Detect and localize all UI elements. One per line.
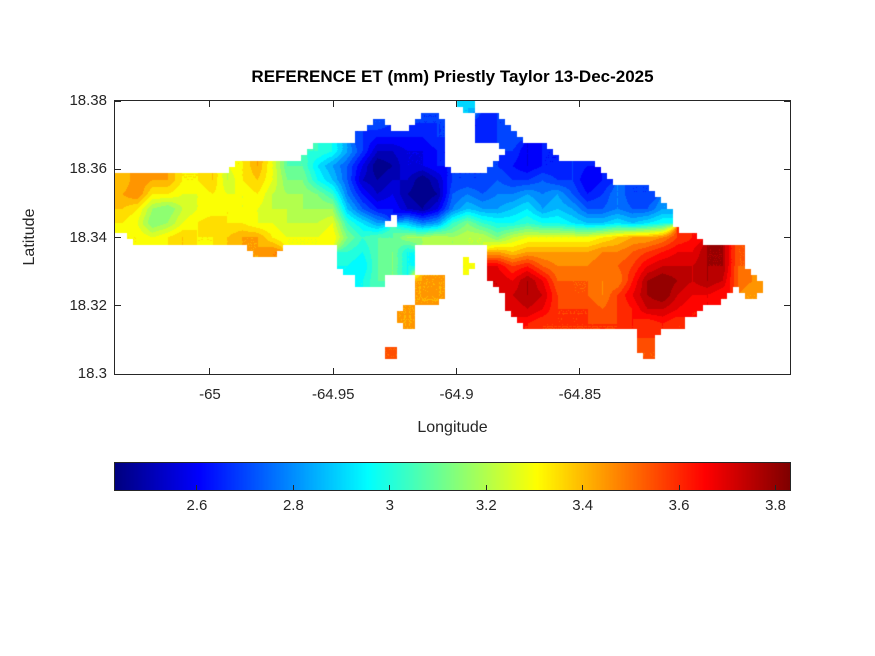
x-tick-label: -64.95	[311, 386, 355, 403]
x-tick-mark	[456, 368, 458, 374]
x-tick-label: -65	[199, 386, 221, 403]
y-tick-mark	[784, 373, 790, 375]
x-axis-label: Longitude	[417, 419, 488, 436]
x-tick-mark	[209, 368, 211, 374]
x-tick-mark	[209, 101, 211, 107]
colorbar-tick-mark	[582, 485, 584, 490]
y-tick-mark	[115, 100, 121, 102]
colorbar	[114, 462, 791, 491]
colorbar-tick-label: 3	[385, 497, 394, 514]
y-tick-mark	[115, 305, 121, 307]
y-tick-mark	[784, 237, 790, 238]
x-tick-label: -64.9	[439, 386, 474, 403]
y-tick-mark	[115, 237, 121, 238]
x-tick-mark	[579, 368, 581, 374]
y-tick-label: 18.3	[77, 365, 107, 382]
y-tick-mark	[115, 168, 121, 170]
colorbar-tick-label: 3.8	[765, 497, 786, 514]
plot-area	[114, 100, 791, 375]
y-tick-mark	[784, 100, 790, 102]
y-tick-label: 18.34	[69, 228, 107, 246]
x-tick-mark	[456, 101, 458, 107]
colorbar-tick-label: 3.2	[475, 497, 497, 514]
plot-title: REFERENCE ET (mm) Priestly Taylor 13-Dec…	[251, 67, 654, 86]
y-tick-label: 18.38	[69, 92, 107, 109]
x-tick-mark	[332, 101, 334, 107]
contour-map-canvas	[115, 101, 790, 374]
colorbar-tick-mark	[389, 485, 391, 490]
y-tick-mark	[115, 373, 121, 375]
colorbar-tick-label: 2.8	[282, 497, 304, 514]
colorbar-gradient-canvas	[115, 463, 790, 490]
y-tick-label: 18.32	[69, 296, 107, 314]
colorbar-tick-mark	[196, 485, 198, 490]
y-tick-label: 18.36	[69, 160, 107, 178]
colorbar-tick-mark	[292, 485, 294, 490]
x-tick-mark	[579, 101, 581, 107]
colorbar-tick-mark	[485, 485, 487, 490]
y-tick-mark	[784, 168, 790, 170]
y-tick-mark	[784, 305, 790, 307]
colorbar-tick-label: 3.4	[572, 497, 594, 514]
colorbar-tick-mark	[678, 485, 680, 490]
colorbar-tick-label: 3.6	[668, 497, 690, 514]
x-tick-label: -64.85	[558, 386, 602, 403]
colorbar-tick-mark	[775, 485, 777, 490]
x-tick-mark	[332, 368, 334, 374]
colorbar-tick-label: 2.6	[186, 497, 208, 514]
